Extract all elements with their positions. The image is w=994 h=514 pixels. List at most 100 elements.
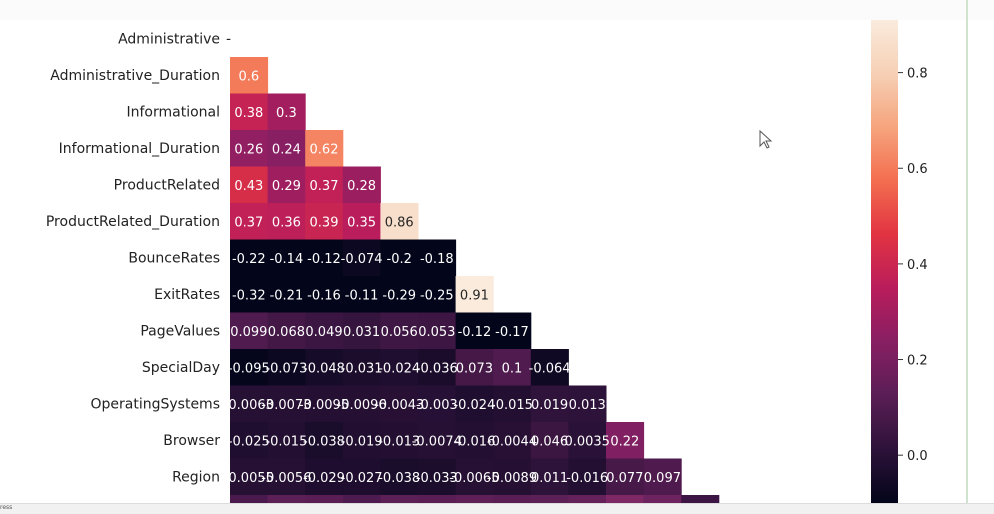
heatmap-cell	[418, 312, 457, 350]
heatmap-cell-label: 0.011	[531, 471, 568, 486]
heatmap-cell-label: -0.16	[307, 289, 341, 304]
heatmap-cell-label: 0.91	[460, 289, 489, 304]
heatmap-cell	[342, 385, 381, 423]
heatmap-cell-label: -0.0044	[487, 435, 537, 450]
heatmap-cell-label: -0.025	[228, 435, 270, 450]
row-label: BounceRates	[128, 250, 220, 266]
heatmap-cell-label: -0.32	[232, 289, 266, 304]
heatmap-cell-label: -0.073	[265, 362, 307, 377]
heatmap-cell	[305, 130, 344, 167]
heatmap-cell	[230, 93, 269, 131]
heatmap-cell	[305, 349, 344, 386]
heatmap-cell-label: -0.038	[378, 471, 420, 486]
row-label: ProductRelated_Duration	[46, 214, 220, 230]
heatmap-cell-label: -0.0095	[299, 398, 349, 413]
heatmap-cell-label: 0.046	[531, 435, 568, 450]
colorbar-tick-label: 0.8	[907, 67, 928, 82]
row-label: Browser	[163, 433, 220, 449]
heatmap-cell-label: -0.031	[341, 362, 383, 377]
heatmap-cell-label: 0.26	[234, 143, 263, 158]
heatmap-cell	[455, 349, 494, 386]
heatmap-cell-label: -0.015	[265, 435, 307, 450]
heatmap-cell-label: -0.033	[416, 471, 458, 486]
row-label: OperatingSystems	[91, 396, 221, 412]
heatmap-cell-label: 0.39	[310, 216, 339, 231]
heatmap-cell-label: -0.22	[232, 252, 266, 267]
heatmap-cell	[230, 385, 269, 423]
y-axis-tick-labels: Administrative Administrative_Duration Inf…	[46, 31, 231, 485]
heatmap-cell-label: -0.015	[491, 398, 533, 413]
heatmap-cell-label: -0.048	[303, 362, 345, 377]
heatmap-cell-label: -0.0073	[261, 398, 311, 413]
heatmap-cell	[568, 385, 607, 423]
heatmap-cell	[267, 385, 306, 423]
heatmap-cell-label: -0.0065	[449, 471, 499, 486]
heatmap-cell-label: 0.077	[606, 471, 643, 486]
heatmap-cell-partial	[305, 495, 344, 503]
heatmap-cell	[305, 166, 344, 204]
heatmap-cell-partial	[455, 495, 494, 503]
heatmap-cell-label: 0.38	[234, 106, 263, 121]
heatmap-cell	[267, 130, 306, 167]
heatmap-cell-label: 0.28	[347, 179, 376, 194]
row-label: ProductRelated	[114, 177, 220, 193]
heatmap-cell	[493, 385, 532, 423]
heatmap-cell-label: -0.016	[566, 471, 608, 486]
heatmap-cell-label: 0.049	[305, 325, 342, 340]
heatmap-cell	[418, 422, 457, 459]
heatmap-cell	[267, 166, 306, 204]
heatmap-cell	[305, 276, 344, 313]
heatmap-cell-label: -0.18	[420, 252, 454, 267]
heatmap-cell	[267, 422, 306, 459]
heatmap-cell-label: -0.2	[387, 252, 412, 267]
heatmap-cell	[342, 276, 381, 313]
heatmap-cell	[568, 458, 607, 496]
heatmap-cell-label: 0.097	[644, 471, 681, 486]
heatmap-cell	[342, 312, 381, 350]
row-tick-mark: -	[226, 31, 231, 47]
heatmap-cell-label: 0.29	[272, 179, 301, 194]
heatmap-cell	[230, 130, 269, 167]
heatmap-cell-label: 0.099	[230, 325, 267, 340]
heatmap-cell	[342, 166, 381, 204]
heatmap-cell	[418, 458, 457, 496]
heatmap-cell-label: -0.21	[270, 289, 304, 304]
heatmap-cell-label: -0.0096	[337, 398, 387, 413]
heatmap-cell-partial	[267, 495, 306, 503]
heatmap-cell-label: -0.0089	[487, 471, 537, 486]
heatmap-cell-label: 0.22	[610, 435, 639, 450]
heatmap-cell	[380, 312, 419, 350]
heatmap-cell-label: 0.62	[310, 143, 339, 158]
colorbar-tick-label: 0.0	[907, 449, 928, 464]
heatmap-cell-partial	[530, 495, 569, 503]
heatmap-cell-label: 0.35	[347, 216, 376, 231]
colorbar-gradient	[871, 20, 898, 503]
heatmap-cell	[418, 276, 457, 313]
heatmap-cell-label: 0.073	[456, 362, 493, 377]
heatmap-cell-label: 0.43	[234, 179, 263, 194]
heatmap-cell-label: 0.019	[531, 398, 568, 413]
heatmap-cell	[267, 239, 306, 277]
heatmap-cell	[418, 239, 457, 277]
heatmap-cell	[267, 93, 306, 131]
heatmap-cell-label: -0.024	[378, 362, 420, 377]
heatmap-cell	[493, 349, 532, 386]
heatmap-cell	[380, 422, 419, 459]
heatmap-cell	[342, 458, 381, 496]
heatmap-cell-label: -0.074	[341, 252, 383, 267]
heatmap-cell	[568, 422, 607, 459]
heatmap-cell	[418, 385, 457, 423]
heatmap-cell-label: -0.027	[341, 471, 383, 486]
heatmap-cells	[230, 57, 720, 503]
heatmap-cell-label: 0.031	[343, 325, 380, 340]
heatmap-cell-partial	[230, 495, 269, 503]
heatmap-cell-label: 0.3	[276, 106, 297, 121]
heatmap-cell-label: -0.003	[416, 398, 458, 413]
heatmap-cell-label: 0.36	[272, 216, 301, 231]
colorbar-tick-label: 0.6	[907, 162, 928, 177]
panel-divider	[966, 0, 968, 513]
heatmap-cell	[267, 312, 306, 350]
heatmap-cell-partial	[606, 495, 645, 503]
heatmap-cell-label: 0.056	[381, 325, 418, 340]
heatmap-cell-label: -0.016	[453, 435, 495, 450]
